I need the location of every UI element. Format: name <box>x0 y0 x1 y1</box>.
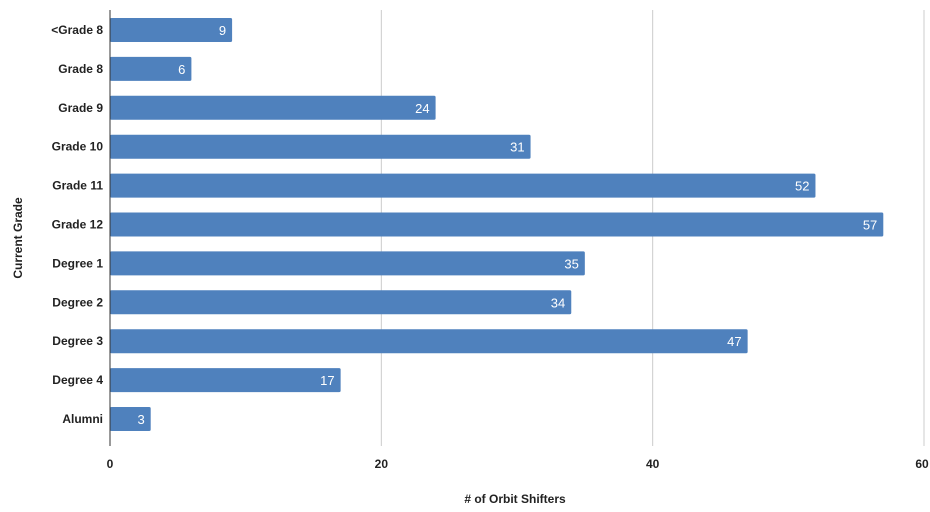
x-tick-label: 40 <box>646 457 660 471</box>
data-label: 35 <box>564 256 578 271</box>
bar <box>110 56 192 81</box>
bar <box>110 134 531 159</box>
category-label: Grade 8 <box>58 62 103 76</box>
x-tick-labels: 0 20 40 60 <box>107 457 929 471</box>
category-label: Degree 2 <box>52 295 103 309</box>
bar <box>110 95 436 120</box>
category-label: Degree 4 <box>52 373 103 387</box>
bar <box>110 173 816 198</box>
data-label: 52 <box>795 179 809 194</box>
category-label: Grade 11 <box>52 179 103 193</box>
category-label: <Grade 8 <box>51 23 103 37</box>
bar <box>110 290 572 315</box>
category-label: Degree 3 <box>52 334 103 348</box>
bar <box>110 251 585 276</box>
category-label: Alumni <box>62 412 103 426</box>
bar <box>110 329 748 354</box>
y-axis-title: Current Grade <box>11 197 25 279</box>
x-tick-label: 20 <box>375 457 389 471</box>
bar <box>110 212 884 237</box>
data-label: 3 <box>137 412 144 427</box>
data-label: 17 <box>320 373 334 388</box>
category-label: Grade 12 <box>52 218 104 232</box>
x-axis-title: # of Orbit Shifters <box>464 492 566 506</box>
x-tick-label: 60 <box>915 457 929 471</box>
data-label: 6 <box>178 62 185 77</box>
data-label: 31 <box>510 140 524 155</box>
category-labels: <Grade 8 Grade 8 Grade 9 Grade 10 Grade 11 Gr… <box>51 23 103 426</box>
data-label: 34 <box>551 295 565 310</box>
data-label: 57 <box>863 218 877 233</box>
bar <box>110 407 151 431</box>
bar <box>110 18 233 42</box>
category-label: Grade 9 <box>58 101 103 115</box>
bar <box>110 368 341 393</box>
category-label: Grade 10 <box>52 140 104 154</box>
data-label: 9 <box>219 23 226 38</box>
data-label: 47 <box>727 334 741 349</box>
category-label: Degree 1 <box>52 256 103 270</box>
bars: 9 6 24 31 52 57 35 34 47 17 3 <box>110 18 884 431</box>
data-label: 24 <box>415 101 429 116</box>
x-tick-label: 0 <box>107 457 114 471</box>
